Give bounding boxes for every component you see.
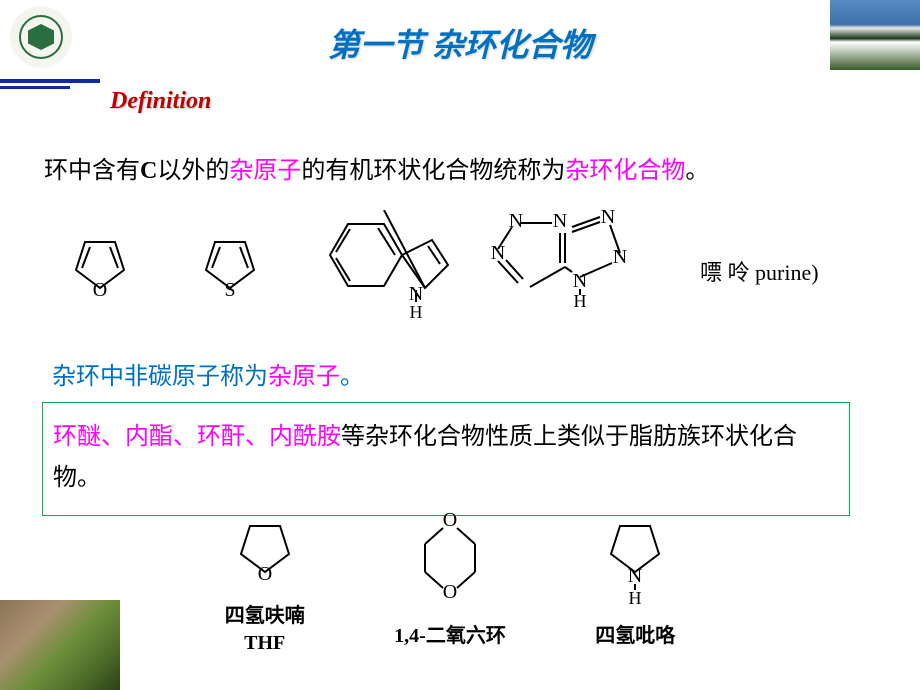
thf-label-en: THF [225,632,305,655]
thf-block: O 四氢呋喃 THF [225,510,305,655]
pyrrolidine-structure: N H [595,510,675,610]
heteroatom-term: 杂原子 [229,158,301,184]
svg-text:O: O [443,581,457,603]
text-part: 以外的 [157,158,229,184]
purine-label: 嘌 呤 purine) [700,255,819,287]
svg-text:N: N [553,210,567,232]
definition-heading: Definition [110,88,211,115]
dioxane-block: O O 1,4-二氧六环 [394,510,506,648]
text-part: 。 [685,158,709,184]
furan-structure: O [60,220,140,310]
molecule-row-2: O 四氢呋喃 THF O O 1,4-二氧六环 N H [180,510,720,640]
note-text: 环醚、内酯、环酐、内酰胺等杂环化合物性质上类似于脂肪族环状化合物。 [53,417,839,499]
header: 第一节 杂环化合物 [0,0,920,75]
pyrrolidine-label: 四氢吡咯 [595,619,675,648]
svg-text:N: N [601,206,615,228]
accent-line-2 [0,86,70,89]
svg-text:N: N [491,242,505,264]
svg-text:N: N [628,565,642,587]
carbon-symbol: C [140,158,157,184]
text-part: 环中含有 [44,158,140,184]
indole-structure: N H [310,210,460,320]
heterocycle-term: 杂环化合物 [565,158,685,184]
text-part: 杂环中非碳原子称为 [52,364,268,390]
thf-structure: O [225,510,305,590]
pyrrolidine-block: N H 四氢吡咯 [595,510,675,648]
definition-sentence-1: 环中含有C以外的杂原子的有机环状化合物统称为杂环化合物。 [44,155,709,189]
purine-structure: N N N N N N H [480,205,650,325]
heteroatom-term-2: 杂原子 [268,364,340,390]
svg-text:H: H [410,302,423,320]
dioxane-label: 1,4-二氧六环 [394,619,506,648]
accent-line [0,79,100,83]
corner-image-bottom [0,600,120,690]
svg-text:O: O [93,279,107,301]
corner-image-top [830,0,920,70]
svg-text:N: N [613,246,627,268]
text-part: 。 [340,364,364,390]
text-part: 的有机环状化合物统称为 [301,158,565,184]
thiophene-structure: S [190,220,270,310]
dioxane-structure: O O [405,510,495,610]
svg-text:O: O [443,510,457,531]
definition-sentence-2: 杂环中非碳原子称为杂原子。 [52,356,364,391]
note-box: 环醚、内酯、环酐、内酰胺等杂环化合物性质上类似于脂肪族环状化合物。 [42,402,850,516]
svg-text:H: H [629,588,642,608]
compound-list: 环醚、内酯、环酐、内酰胺 [53,424,341,450]
svg-text:O: O [257,563,271,585]
svg-text:S: S [224,279,235,301]
svg-text:N: N [573,270,587,292]
thf-label-cn: 四氢呋喃 [225,599,305,628]
page-title: 第一节 杂环化合物 [0,20,920,66]
svg-text:N: N [509,210,523,232]
